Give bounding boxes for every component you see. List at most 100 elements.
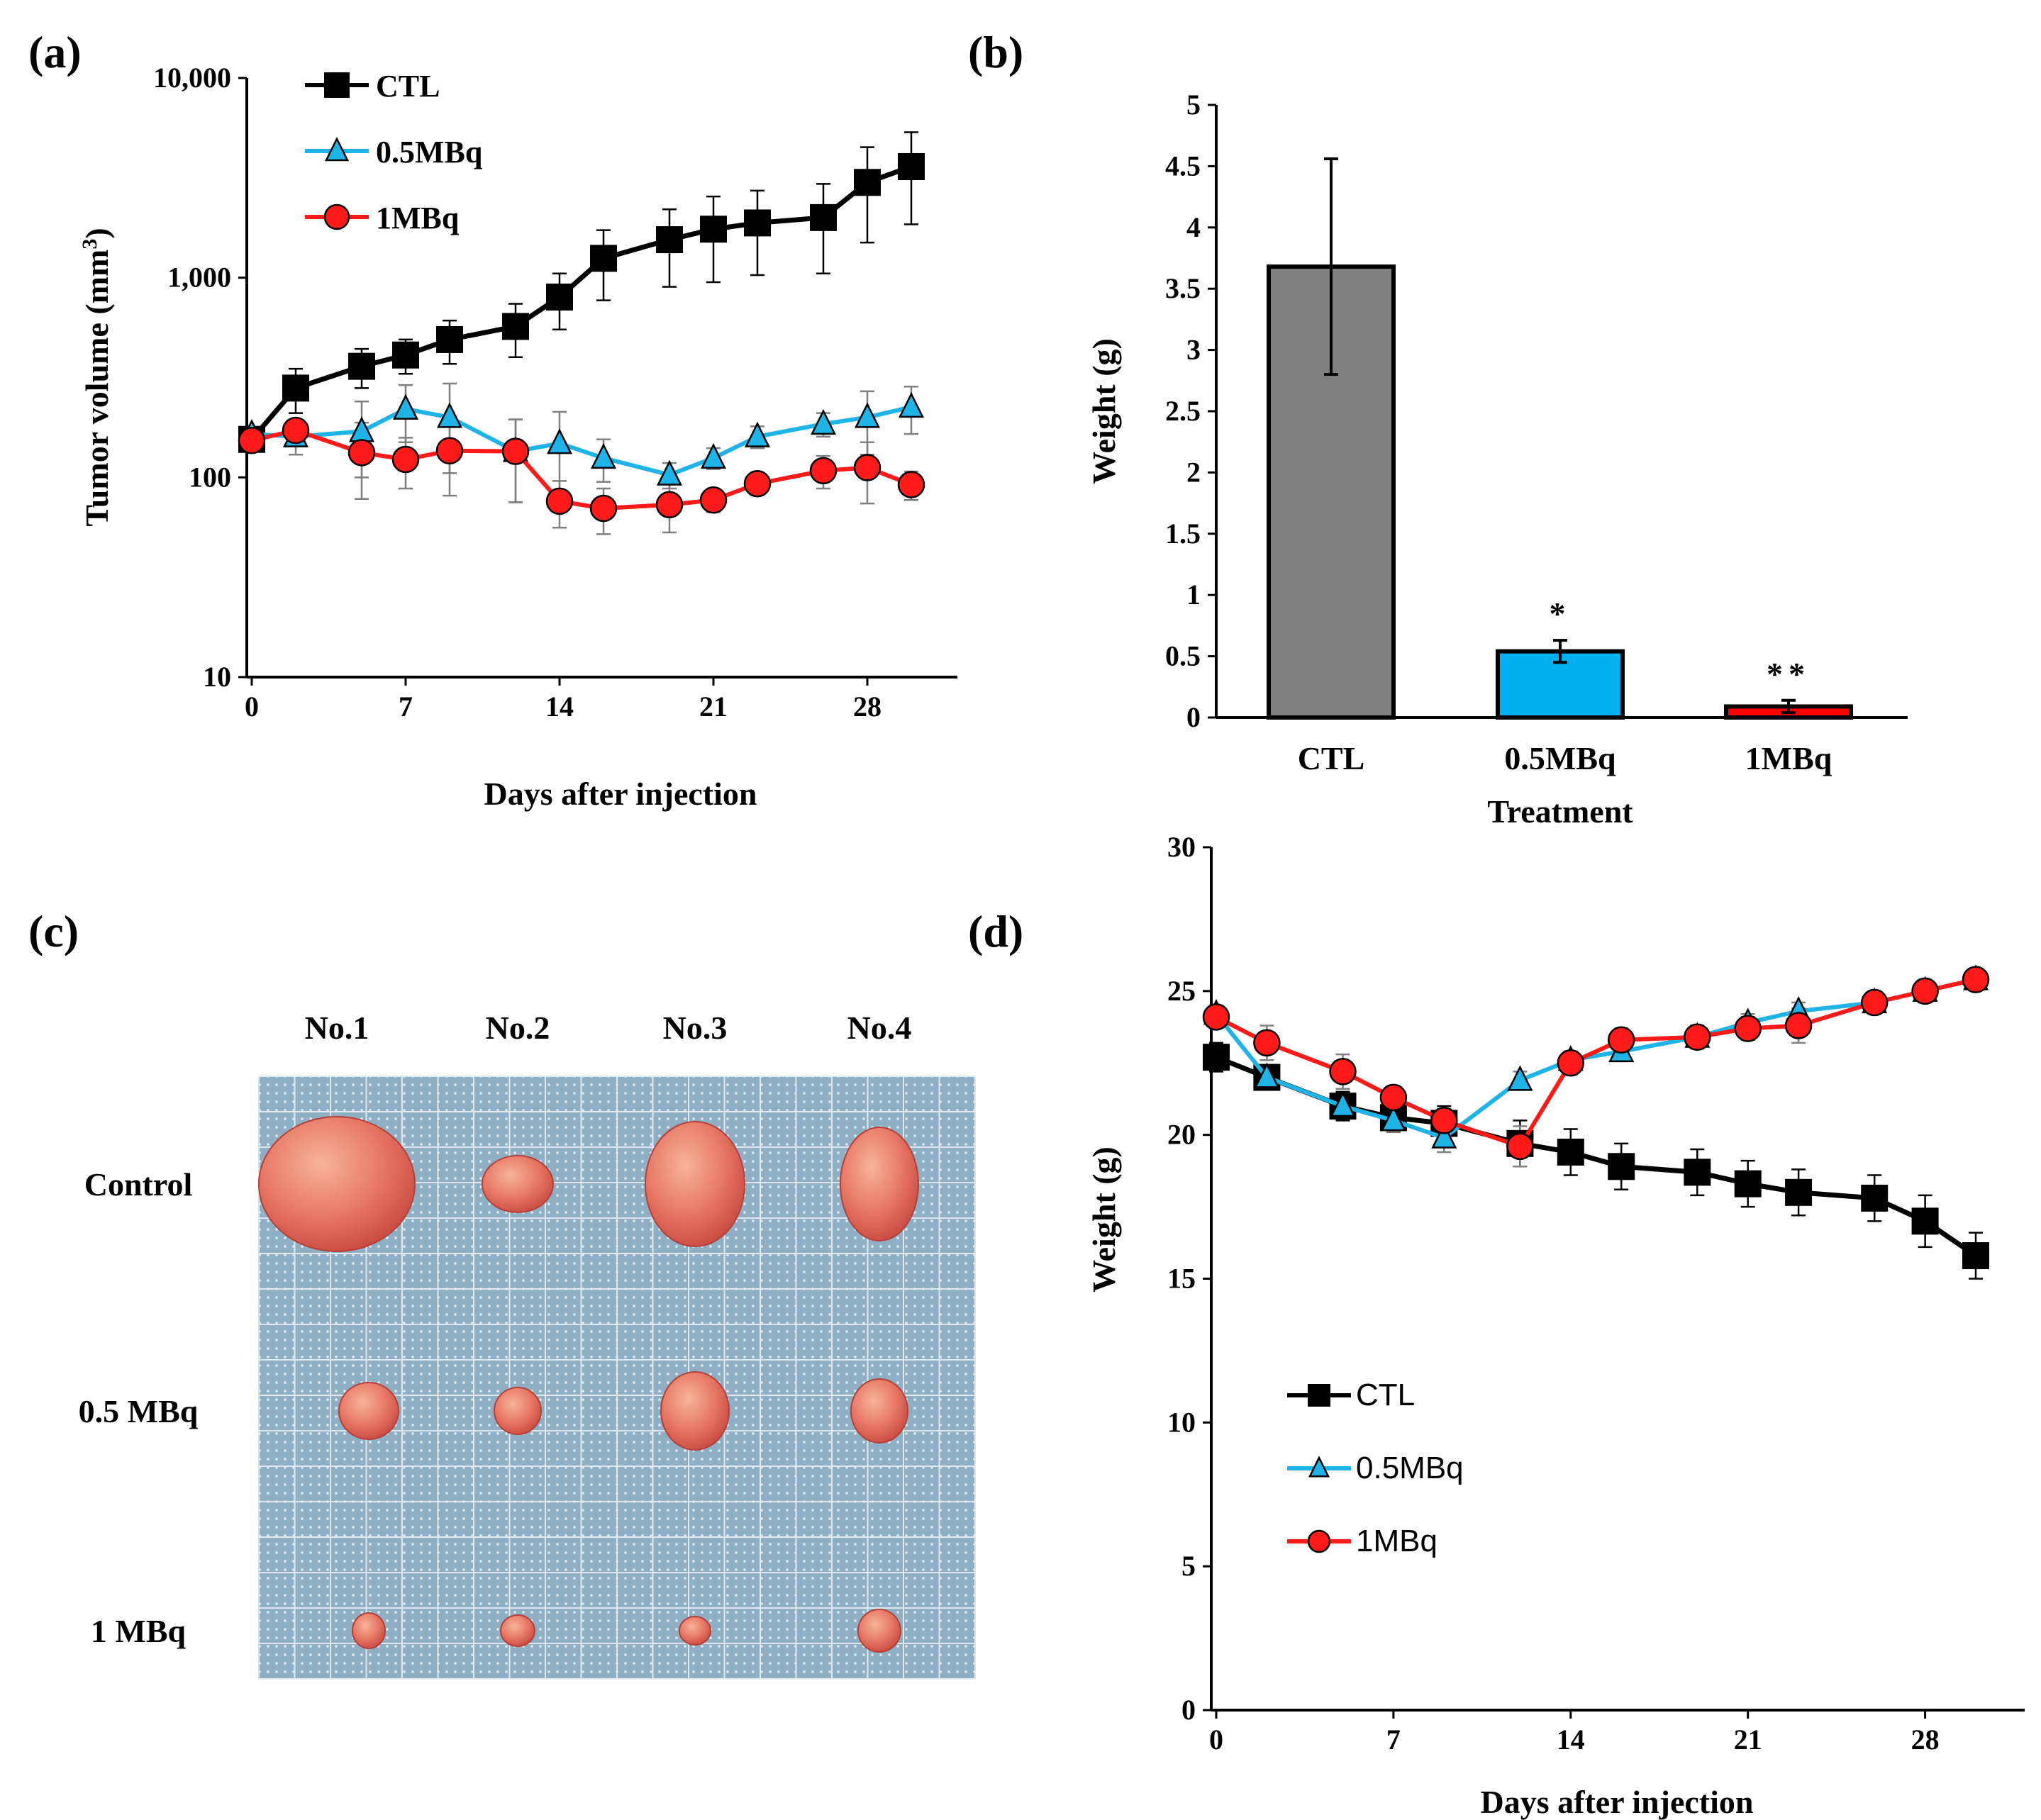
category-label: 1MBq (1745, 740, 1833, 776)
data-point (700, 216, 727, 243)
tumor-specimen (679, 1616, 711, 1646)
y-tick-label: 10 (1167, 1406, 1196, 1438)
data-point (1911, 1207, 1939, 1235)
data-point (1380, 1105, 1406, 1132)
data-point (1557, 1049, 1585, 1077)
legend-marker (324, 136, 350, 162)
data-point (1254, 1062, 1280, 1088)
data-point (391, 445, 420, 474)
data-point (392, 393, 419, 420)
data-point (809, 457, 838, 485)
significance-marker: ** (1767, 656, 1811, 692)
legend-marker (323, 203, 350, 230)
data-point (502, 313, 529, 340)
tumor-specimen (482, 1155, 554, 1213)
panel-label-a: (a) (28, 27, 82, 77)
data-point (1379, 1083, 1408, 1112)
data-point (1607, 1026, 1635, 1054)
data-point (898, 152, 925, 180)
data-point (1734, 1015, 1762, 1042)
tumor-specimen (494, 1387, 542, 1435)
data-point (589, 494, 618, 523)
data-point (1784, 1012, 1813, 1039)
tumor-photo: No.1 No.2 No.3 No.4 Control 0.5 MBq 1 MBq (79, 1010, 976, 1680)
legend-marker (1307, 1529, 1331, 1553)
y-tick-label: 1.5 (1165, 518, 1201, 549)
y-tick-label: 30 (1167, 831, 1196, 863)
x-tick-label: 7 (399, 691, 413, 722)
x-tick-label: 28 (853, 691, 882, 722)
legend-label: 1MBq (1356, 1524, 1437, 1558)
legend-label: CTL (376, 69, 440, 104)
row-label: 1 MBq (91, 1613, 187, 1649)
data-point (436, 325, 463, 353)
data-point (590, 245, 617, 272)
column-label: No.1 (305, 1010, 369, 1046)
data-point (853, 454, 882, 481)
data-point (854, 402, 881, 428)
tumor-specimen (840, 1127, 919, 1241)
x-tick-label: 28 (1911, 1724, 1940, 1755)
data-point (1203, 1044, 1230, 1071)
y-tick-label: 25 (1167, 975, 1196, 1007)
y-tick-label: 10,000 (153, 62, 231, 94)
tumor-specimen (645, 1121, 745, 1247)
x-axis-title: Days after injection (1481, 1784, 1754, 1820)
data-point (545, 487, 574, 515)
data-point (1202, 1003, 1230, 1031)
x-tick-label: 21 (699, 691, 728, 722)
y-tick-label: 5 (1186, 89, 1201, 121)
category-label: CTL (1298, 740, 1365, 776)
y-tick-label: 0 (1186, 701, 1201, 733)
data-point (282, 416, 310, 445)
data-point (1684, 1023, 1711, 1051)
significance-marker: * (1550, 596, 1572, 632)
row-label: 0.5 MBq (79, 1393, 199, 1429)
panel-label-d: (d) (968, 906, 1023, 956)
tumor-specimen (258, 1116, 416, 1252)
data-point (1860, 988, 1889, 1017)
panel-label-c: (c) (28, 906, 79, 956)
y-tick-label: 1,000 (167, 262, 231, 294)
legend-label: 1MBq (376, 201, 460, 235)
data-point (1506, 1132, 1534, 1161)
y-tick-label: 1 (1186, 579, 1201, 610)
legend-label: 0.5MBq (376, 135, 483, 169)
y-tick-label: 3 (1186, 334, 1201, 366)
data-point (590, 442, 617, 469)
tumor-specimen (338, 1382, 399, 1440)
data-point (1431, 1122, 1457, 1149)
tumor-specimen (660, 1371, 730, 1451)
data-point (392, 341, 419, 369)
legend-label: CTL (1356, 1378, 1415, 1412)
data-point (435, 437, 464, 464)
data-point (1253, 1029, 1281, 1057)
data-point (282, 374, 309, 402)
data-point (1329, 1058, 1357, 1085)
data-point (897, 471, 925, 498)
data-point (898, 391, 925, 418)
data-point (546, 283, 573, 311)
category-label: 0.5MBq (1504, 740, 1616, 776)
data-point (1962, 966, 1990, 993)
data-point (347, 439, 376, 467)
tumor-specimen (352, 1612, 386, 1649)
legend-label: 0.5MBq (1356, 1451, 1464, 1485)
tumor-specimen (857, 1609, 901, 1653)
legend-marker (324, 72, 350, 98)
data-point (700, 442, 727, 469)
x-axis-title: Treatment (1487, 793, 1633, 830)
legend-marker (1308, 1384, 1330, 1407)
data-point (1734, 1170, 1762, 1197)
column-label: No.3 (663, 1010, 728, 1046)
data-point (656, 459, 683, 486)
y-tick-label: 0 (1181, 1694, 1196, 1726)
y-tick-label: 20 (1167, 1119, 1196, 1151)
tumor-specimen (850, 1378, 908, 1444)
data-point (854, 169, 881, 196)
y-tick-label: 3.5 (1165, 272, 1201, 304)
data-point (1507, 1065, 1533, 1091)
y-tick-label: 4 (1186, 211, 1201, 243)
x-tick-label: 14 (545, 691, 574, 722)
